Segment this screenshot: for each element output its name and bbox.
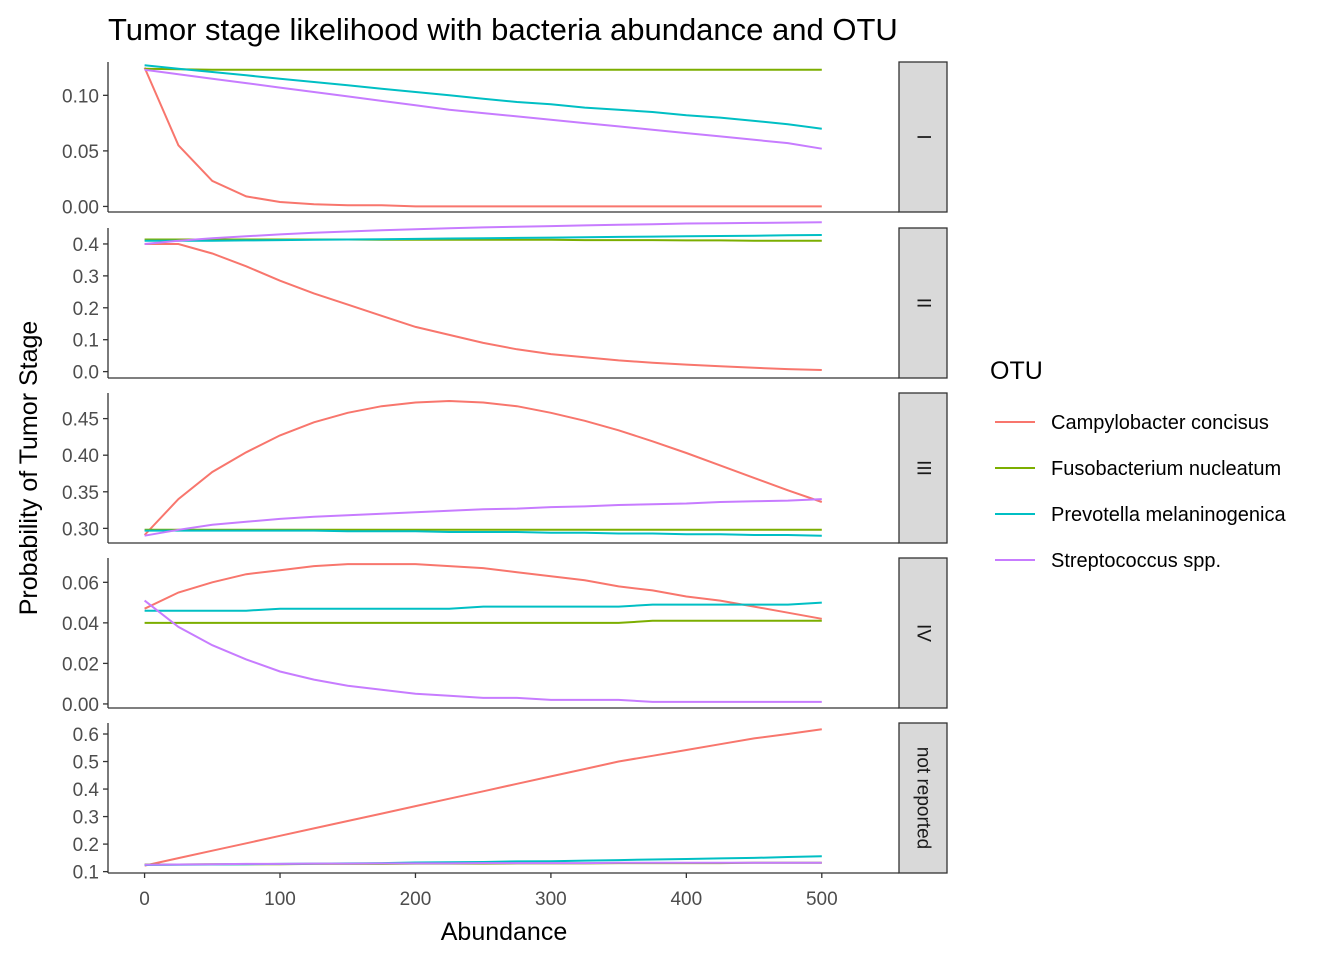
facet-panel: 0.30 0.35 0.40 0.45 III: [62, 392, 948, 544]
facet-panel: 0.1 0.2 0.3 0.4 0.5 0.6 not reported: [73, 722, 948, 884]
x-tick-label: 100: [264, 889, 296, 910]
y-tick-label: 0.45: [62, 410, 99, 431]
y-tick-label: 0.40: [62, 446, 99, 467]
y-tick-label: 0.6: [73, 725, 99, 746]
x-axis: 0 100 200 300 400 500: [139, 873, 838, 910]
facet-strip-label: IV: [913, 624, 934, 642]
series-line: [144, 67, 822, 71]
y-tick-label: 0.4: [73, 780, 100, 801]
series-line: [144, 243, 822, 371]
x-tick-label: 0: [139, 889, 150, 910]
legend-label: Prevotella melaninogenica: [1051, 504, 1286, 526]
series-line: [144, 563, 822, 620]
facet-panels: 0.000.050.10I0.00.10.20.30.4II0.300.350.…: [62, 61, 948, 884]
facet-strip: [898, 227, 948, 379]
series-line: [144, 68, 822, 150]
series-line: [143, 599, 822, 703]
x-axis-title: Abundance: [441, 918, 568, 946]
y-tick-label: 0.05: [62, 142, 99, 163]
series-line: [143, 67, 822, 208]
y-tick-label: 0.5: [73, 753, 99, 774]
facet-panel: 0.00 0.05 0.10 I: [62, 61, 948, 218]
x-tick-label: 500: [806, 889, 838, 910]
series-line: [144, 728, 822, 867]
x-tick-label: 400: [670, 889, 702, 910]
legend-label: Fusobacterium nucleatum: [1051, 458, 1281, 480]
y-tick-label: 0.2: [73, 299, 99, 320]
y-tick-label: 0.2: [73, 835, 99, 856]
legend-title: OTU: [990, 357, 1043, 385]
facet-strip-label: III: [913, 460, 934, 476]
facet-strip-label: not reported: [913, 747, 934, 849]
series-line: [144, 234, 822, 242]
chart-title: Tumor stage likelihood with bacteria abu…: [108, 12, 898, 47]
series-line: [144, 498, 822, 537]
series-line: [144, 529, 822, 537]
y-tick-label: 0.4: [73, 235, 100, 256]
facet-strip: [898, 722, 948, 874]
legend-label: Campylobacter concisus: [1051, 412, 1269, 434]
series-line: [143, 399, 823, 536]
facet-strip-label: II: [913, 298, 934, 309]
y-tick-label: 0.0: [73, 363, 99, 384]
series-line: [144, 64, 822, 130]
x-tick-label: 200: [400, 889, 432, 910]
series-line: [144, 601, 822, 612]
y-tick-label: 0.35: [62, 483, 99, 504]
y-tick-label: 0.30: [62, 519, 99, 540]
y-tick-label: 0.00: [62, 695, 99, 716]
facet-panel: 0.0 0.1 0.2 0.3 0.4 II: [73, 221, 948, 384]
legend-label: Streptococcus spp.: [1051, 550, 1221, 572]
y-tick-label: 0.06: [62, 573, 99, 594]
legend-items: Campylobacter concisus Fusobacterium nucl…: [995, 412, 1286, 572]
facet-strip-label: I: [913, 134, 934, 139]
x-tick-label: 300: [535, 889, 567, 910]
y-tick-label: 0.3: [73, 808, 99, 829]
y-tick-label: 0.00: [62, 197, 99, 218]
y-tick-label: 0.3: [73, 267, 99, 288]
legend: OTU Campylobacter concisus Fusobacterium …: [990, 357, 1286, 572]
facet-strip: [898, 392, 948, 544]
y-tick-label: 0.1: [73, 863, 99, 884]
series-line: [144, 861, 822, 866]
y-axis-title: Probability of Tumor Stage: [15, 321, 43, 616]
series-line: [144, 221, 822, 245]
y-tick-label: 0.04: [62, 614, 99, 635]
y-tick-label: 0.10: [62, 86, 99, 107]
y-tick-label: 0.1: [73, 331, 99, 352]
facet-panel: 0.00 0.02 0.04 0.06 IV: [62, 557, 948, 716]
facet-strip: [898, 557, 948, 709]
facet-strip: [898, 61, 948, 213]
series-line: [144, 619, 822, 624]
y-tick-label: 0.02: [62, 654, 99, 675]
